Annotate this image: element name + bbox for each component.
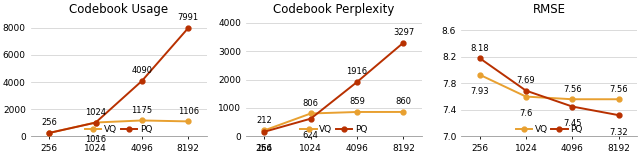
- Text: 7.56: 7.56: [563, 85, 582, 94]
- Text: 806: 806: [303, 99, 319, 108]
- Text: 4090: 4090: [131, 66, 152, 75]
- Text: 256: 256: [41, 118, 57, 127]
- Text: 1916: 1916: [346, 67, 367, 76]
- Text: 3297: 3297: [393, 28, 414, 37]
- Text: 8.18: 8.18: [470, 44, 489, 53]
- Legend: VQ, PQ: VQ, PQ: [516, 125, 582, 134]
- Text: 212: 212: [257, 116, 272, 125]
- Text: 7991: 7991: [178, 13, 199, 22]
- Text: 164: 164: [257, 144, 272, 153]
- Text: 1016: 1016: [85, 135, 106, 144]
- Text: 7.93: 7.93: [470, 87, 489, 96]
- Text: 859: 859: [349, 98, 365, 106]
- Text: 7.32: 7.32: [609, 128, 628, 137]
- Title: Codebook Usage: Codebook Usage: [69, 3, 168, 16]
- Legend: VQ, PQ: VQ, PQ: [85, 125, 152, 134]
- Title: RMSE: RMSE: [532, 3, 566, 16]
- Title: Codebook Perplexity: Codebook Perplexity: [273, 3, 395, 16]
- Text: 1175: 1175: [131, 106, 152, 115]
- Text: 7.45: 7.45: [563, 119, 582, 128]
- Text: 7.69: 7.69: [516, 76, 535, 85]
- Text: 7.6: 7.6: [519, 109, 532, 118]
- Text: 7.56: 7.56: [609, 85, 628, 94]
- Legend: VQ, PQ: VQ, PQ: [300, 125, 367, 134]
- Text: 1024: 1024: [85, 108, 106, 117]
- Text: 860: 860: [396, 97, 412, 106]
- Text: 624: 624: [303, 131, 319, 140]
- Text: 1106: 1106: [178, 107, 199, 116]
